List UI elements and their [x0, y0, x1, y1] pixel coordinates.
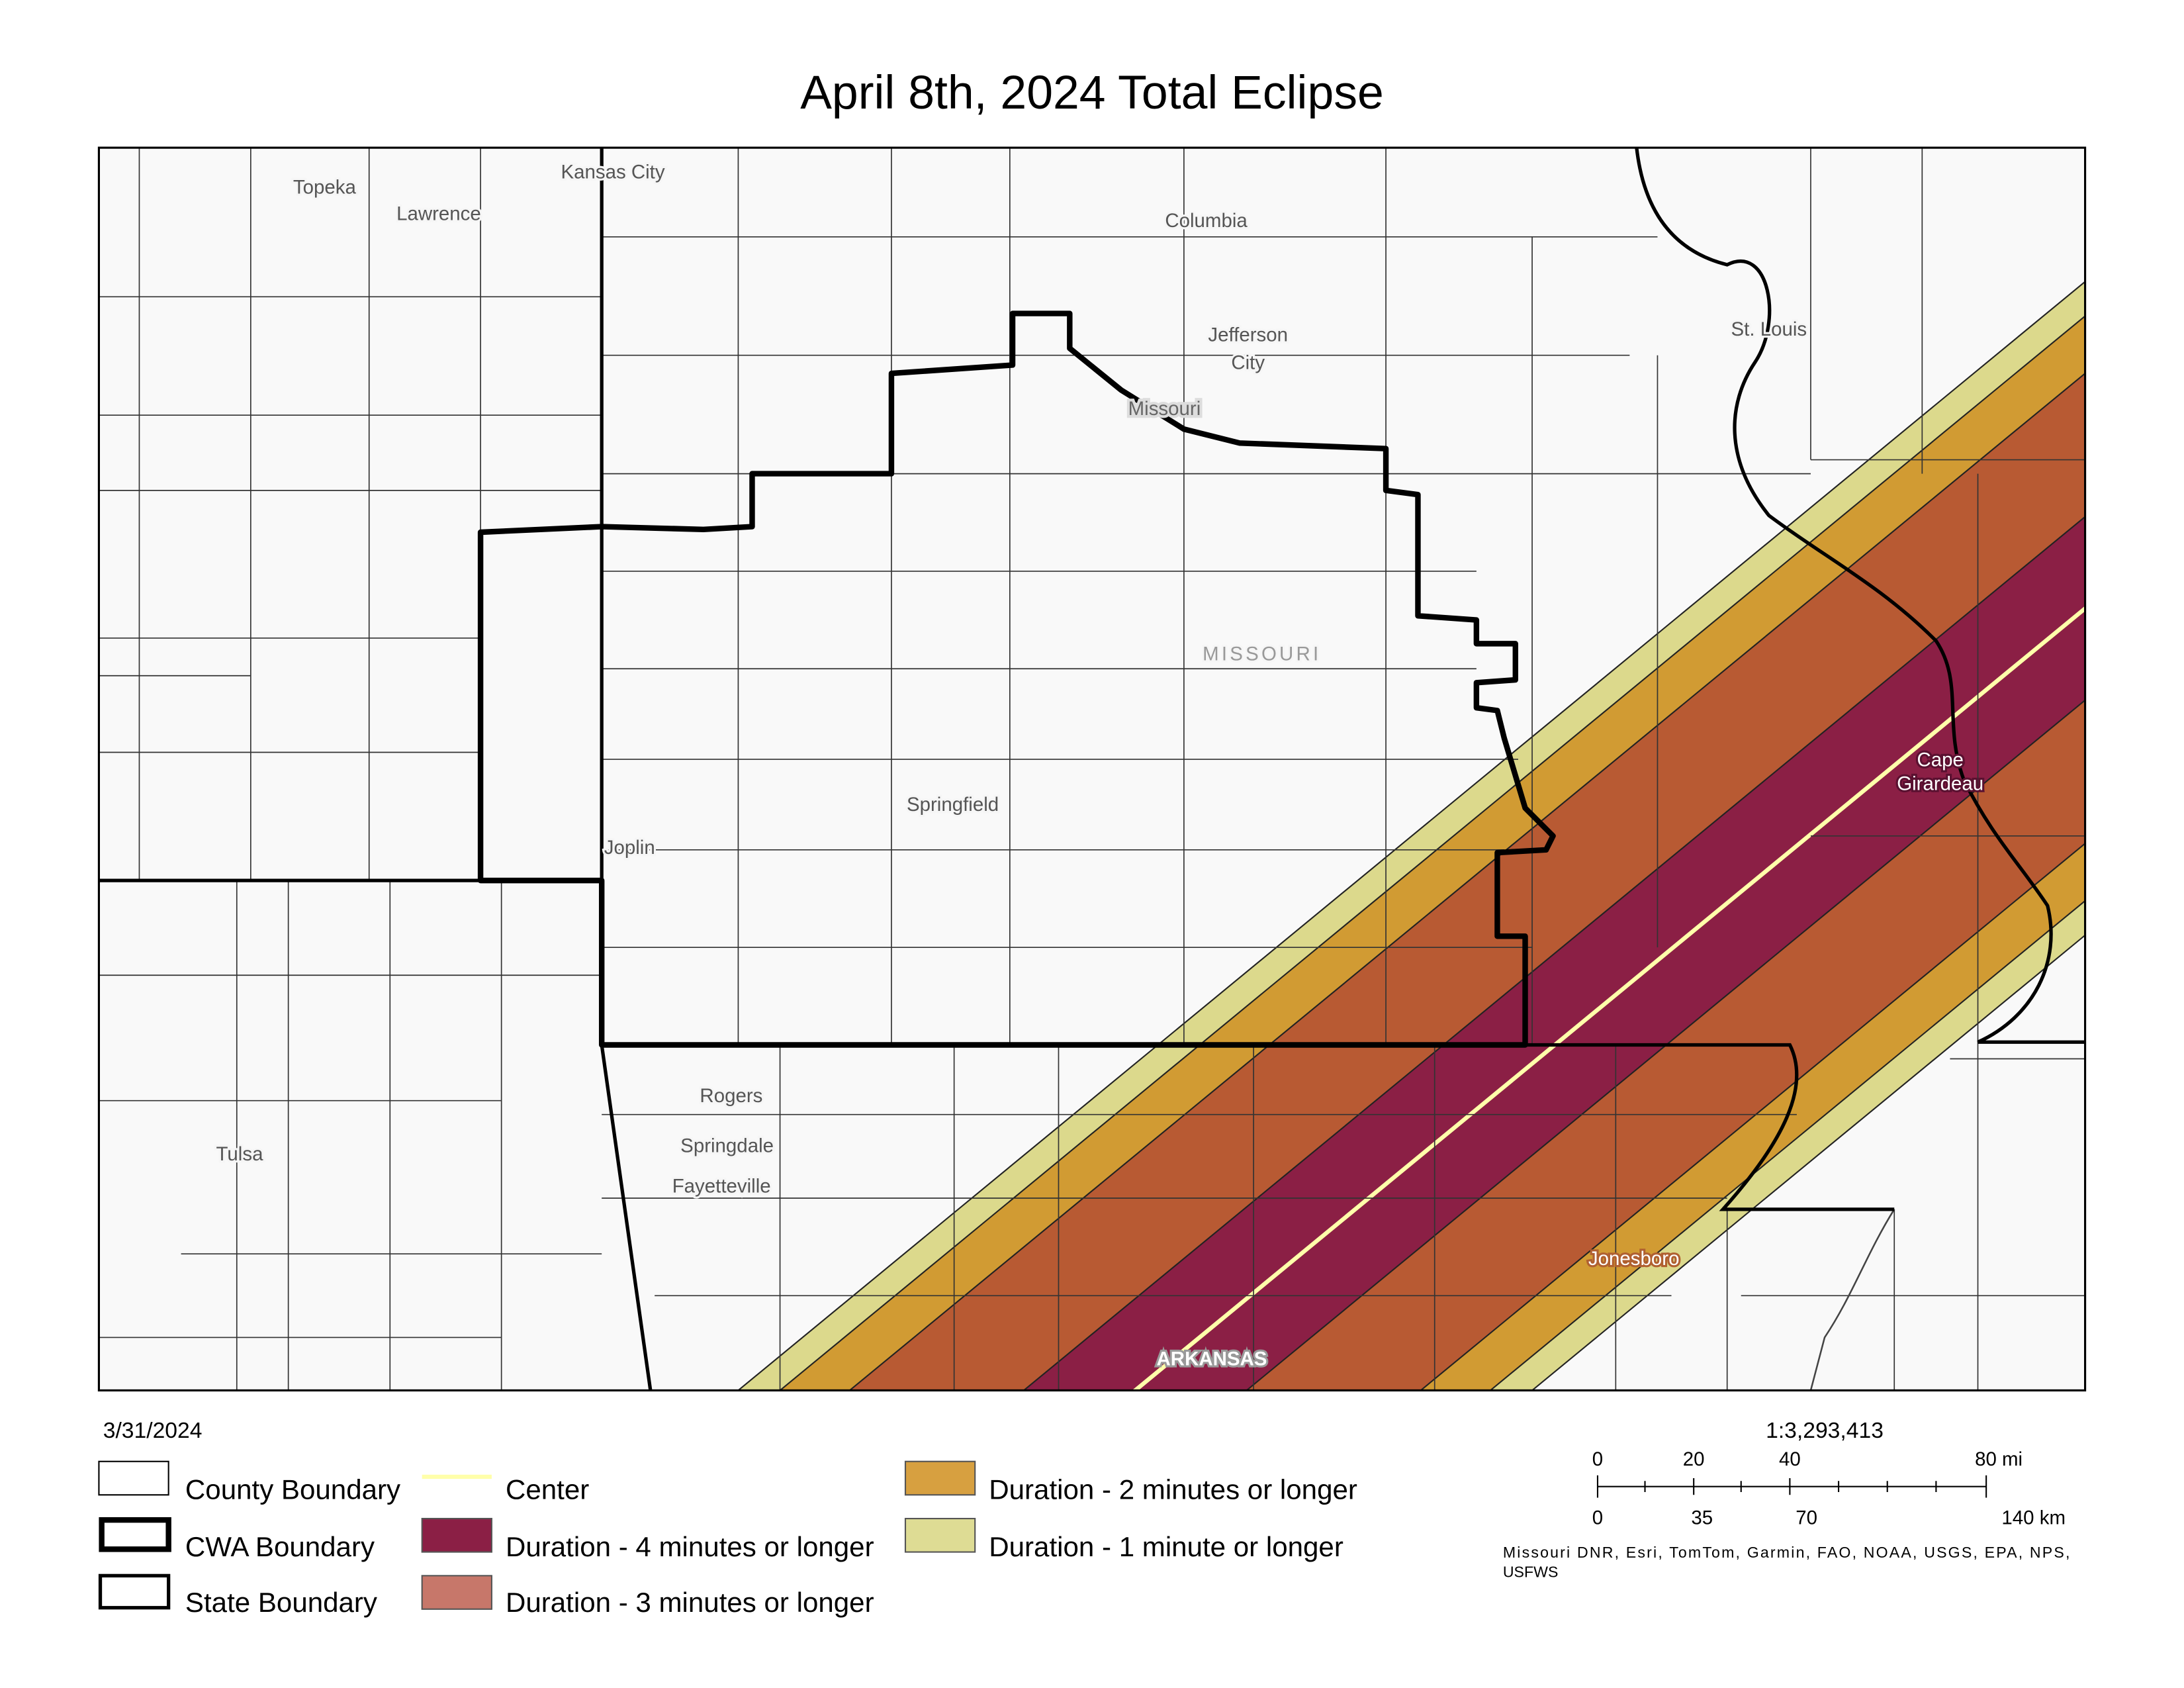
- place-label: Jonesboro: [1588, 1248, 1680, 1270]
- legend-label: Duration - 2 minutes or longer: [989, 1474, 1357, 1505]
- state-label: MISSOURI: [1203, 643, 1321, 665]
- scale-label: 20: [1683, 1448, 1705, 1470]
- place-label: Jefferson City: [1208, 324, 1288, 374]
- legend-swatch: [99, 1517, 171, 1552]
- scale-bar: 1:3,293,413 0 20 40 80 mi 0 35 70 140 km: [1592, 1419, 2066, 1528]
- scale-label: 0: [1592, 1507, 1603, 1528]
- attribution: Missouri DNR, Esri, TomTom, Garmin, FAO,…: [1503, 1544, 2070, 1561]
- legend-label: Center: [506, 1474, 589, 1505]
- legend-swatch: [421, 1575, 492, 1610]
- map: Topeka Lawrence Kansas City Columbia Jef…: [99, 148, 2085, 1391]
- county-boundaries: [99, 148, 2085, 1391]
- eclipse-path: [737, 281, 2085, 1391]
- place-label: Kansas City: [561, 161, 664, 183]
- place-label: Joplin: [604, 837, 655, 859]
- legend-label: Duration - 3 minutes or longer: [506, 1587, 874, 1618]
- place-label: Rogers: [700, 1085, 762, 1107]
- duration-band: [848, 372, 2085, 1391]
- scale-label: 80 mi: [1975, 1448, 2023, 1470]
- place-label: Topeka: [293, 177, 357, 199]
- attribution: USFWS: [1503, 1563, 1559, 1580]
- scale-label: 0: [1592, 1448, 1603, 1470]
- legend-label: State Boundary: [185, 1587, 377, 1618]
- place-label: Fayetteville: [672, 1176, 771, 1197]
- map-frame: [97, 146, 2087, 1391]
- legend-label: County Boundary: [185, 1474, 400, 1505]
- place-labels: Topeka Lawrence Kansas City Columbia Jef…: [214, 159, 1985, 1372]
- river: [1809, 1209, 1895, 1391]
- legend: County Boundary CWA Boundary State Bound…: [98, 1460, 1357, 1618]
- state-label: ARKANSAS: [1157, 1348, 1267, 1370]
- legend-swatch: [904, 1460, 976, 1496]
- cwa-boundary: [477, 310, 1556, 1048]
- scale-label: 40: [1779, 1448, 1801, 1470]
- place-label: Tulsa: [216, 1143, 264, 1165]
- duration-band: [778, 315, 2085, 1391]
- duration-band: [1023, 516, 2085, 1391]
- scale-label: 35: [1691, 1507, 1713, 1528]
- scale-label: 140 km: [2001, 1507, 2066, 1528]
- place-label: Missouri: [1128, 398, 1201, 420]
- title: April 8th, 2024 Total Eclipse: [800, 66, 1384, 119]
- legend-swatch: [904, 1517, 976, 1553]
- legend-swatch: [98, 1460, 169, 1496]
- state-boundaries: [99, 148, 2085, 1391]
- scale-label: 70: [1796, 1507, 1817, 1528]
- scale-ticks: [1596, 1475, 1987, 1498]
- center-line: [1132, 606, 2085, 1391]
- map-date: 3/31/2024: [103, 1419, 203, 1443]
- place-label: Cape Girardeau: [1897, 749, 1983, 795]
- place-label: Columbia: [1165, 210, 1248, 232]
- place-label: St. Louis: [1731, 318, 1807, 340]
- scale-ratio: 1:3,293,413: [1766, 1419, 1884, 1443]
- place-label: Lawrence: [396, 203, 481, 225]
- place-label: Springfield: [907, 794, 999, 816]
- legend-swatch: [421, 1517, 492, 1553]
- legend-label: Duration - 4 minutes or longer: [506, 1531, 874, 1562]
- legend-swatch: [98, 1573, 171, 1610]
- legend-label: CWA Boundary: [185, 1531, 375, 1562]
- legend-label: Duration - 1 minute or longer: [989, 1531, 1343, 1562]
- place-label: Springdale: [680, 1135, 774, 1157]
